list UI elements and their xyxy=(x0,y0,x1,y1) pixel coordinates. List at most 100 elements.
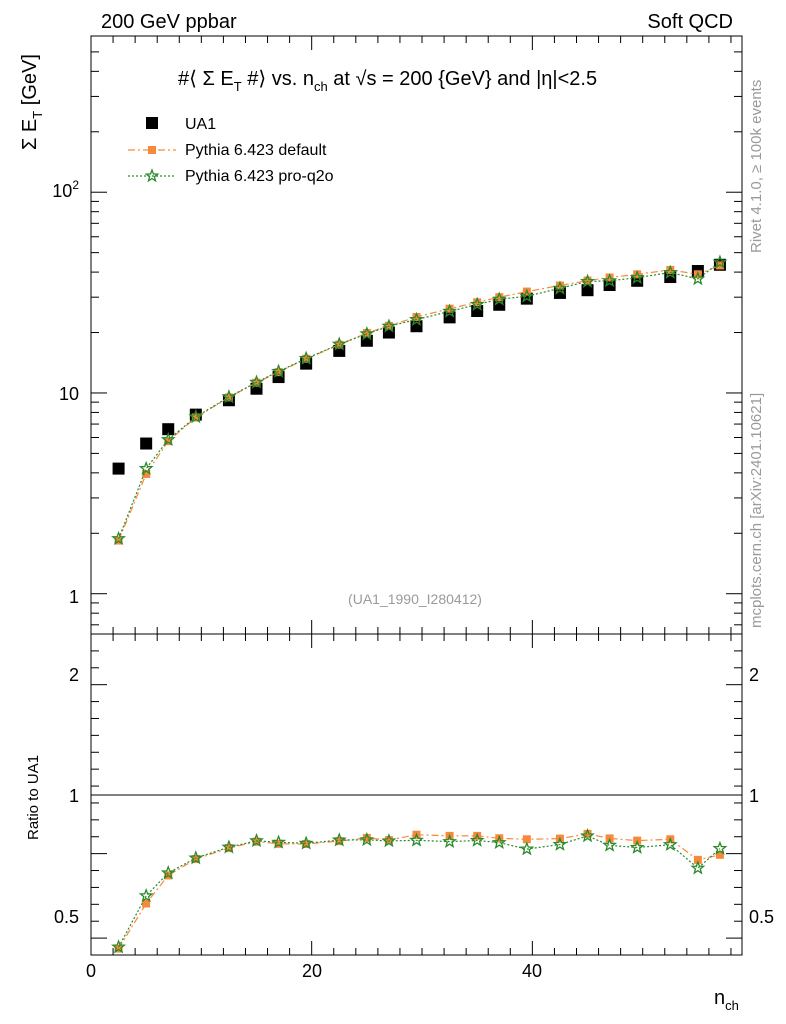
data-point-proq2o xyxy=(271,363,287,378)
data-point-default xyxy=(473,298,482,307)
data-point-default xyxy=(633,270,642,279)
data-point-proq2o xyxy=(160,431,176,447)
data-point-default xyxy=(495,293,504,302)
legend-marker-ua1 xyxy=(146,117,158,129)
data-point-default xyxy=(555,281,564,290)
data-point-default xyxy=(583,276,592,285)
x-axis-label: nch xyxy=(714,987,739,1013)
ratio-point-proq2o xyxy=(690,860,706,875)
ratio-point-default xyxy=(335,837,344,846)
series-line-ratio xyxy=(118,833,721,949)
ratio-point-proq2o xyxy=(249,832,264,848)
data-point-default xyxy=(191,413,200,422)
data-point-default xyxy=(362,328,371,337)
data-point-proq2o xyxy=(111,530,127,546)
data-point-proq2o xyxy=(221,389,237,404)
data-point-proq2o xyxy=(629,269,645,285)
data-point-ua1 xyxy=(112,462,125,475)
header-right: Soft QCD xyxy=(647,11,733,33)
ratio-point-default xyxy=(693,855,702,864)
ratio-tick-label-left-2: 2 xyxy=(69,665,79,685)
data-point-ua1 xyxy=(581,284,594,297)
ratio-point-proq2o xyxy=(271,834,287,849)
ratio-point-default xyxy=(384,836,393,845)
data-point-proq2o xyxy=(662,264,678,279)
data-point-proq2o xyxy=(188,409,204,424)
series-2 xyxy=(111,254,728,954)
data-point-proq2o xyxy=(298,350,314,365)
tick-labels: 1 10 102 0.5 1 2 0.5 1 2 0 20 40 xyxy=(52,178,774,981)
ratio-point-proq2o xyxy=(469,832,485,847)
legend-label-proq2o: Pythia 6.423 pro-q2o xyxy=(185,168,334,185)
ratio-point-proq2o xyxy=(662,836,678,852)
data-point-proq2o xyxy=(519,288,535,303)
ratio-point-proq2o xyxy=(519,841,535,856)
legend-label-ua1: UA1 xyxy=(185,116,216,133)
data-point-proq2o xyxy=(381,318,397,333)
chart-title: #⟨ Σ ET #⟩ vs. nch at √s = 200 {GeV} and… xyxy=(178,68,597,94)
ratio-tick-label-right-2: 2 xyxy=(749,665,759,685)
data-point-ua1 xyxy=(140,437,153,450)
side-text-top: Rivet 4.1.0, ≥ 100k events xyxy=(748,80,765,253)
ratio-point-proq2o xyxy=(188,850,204,865)
y-tick-label-100: 102 xyxy=(52,178,79,201)
ratio-point-proq2o xyxy=(409,832,424,847)
data-point-proq2o xyxy=(442,303,458,318)
ratio-point-proq2o xyxy=(712,840,728,855)
ratio-point-default xyxy=(142,899,151,908)
ratio-point-default xyxy=(224,844,233,853)
ratio-point-default xyxy=(302,840,311,849)
ratio-point-proq2o xyxy=(491,834,507,850)
axis-ticks xyxy=(90,35,742,956)
legend-label-default: Pythia 6.423 default xyxy=(185,142,327,159)
x-tick-label-0: 0 xyxy=(86,961,96,981)
data-point-proq2o xyxy=(712,254,728,269)
ratio-point-proq2o xyxy=(442,833,458,848)
ratio-tick-label-right-05: 0.5 xyxy=(749,907,774,927)
data-point-default xyxy=(412,313,421,322)
legend-marker-proq2o xyxy=(144,168,160,183)
y-tick-label-10: 10 xyxy=(59,384,79,404)
data-point-proq2o xyxy=(491,291,507,306)
y-axis-label: Σ ET [GeV] xyxy=(19,54,45,150)
ratio-y-axis-label: Ratio to UA1 xyxy=(25,755,42,840)
ratio-point-proq2o xyxy=(160,865,176,880)
data-point-proq2o xyxy=(331,336,347,351)
ratio-point-proq2o xyxy=(359,831,375,847)
data-point-proq2o xyxy=(469,296,485,311)
data-point-proq2o xyxy=(409,311,424,326)
ratio-point-proq2o xyxy=(629,839,645,854)
data-point-proq2o xyxy=(602,272,618,288)
ratio-point-proq2o xyxy=(552,836,568,851)
series-line-main xyxy=(118,264,721,541)
ratio-tick-label-right-1: 1 xyxy=(749,786,759,806)
data-point-default xyxy=(164,437,173,446)
ratio-point-proq2o xyxy=(298,835,314,850)
ratio-point-default xyxy=(274,839,283,848)
ratio-point-proq2o xyxy=(331,832,347,847)
series-0 xyxy=(112,258,726,475)
ratio-point-default xyxy=(715,850,724,859)
data-point-proq2o xyxy=(359,325,375,341)
data-point-default xyxy=(445,304,454,313)
ratio-point-default xyxy=(252,837,261,846)
data-point-default xyxy=(666,265,675,274)
legend-marker-default xyxy=(148,146,156,154)
ratio-point-proq2o xyxy=(602,837,618,852)
header-left: 200 GeV ppbar xyxy=(101,11,237,33)
ratio-point-default xyxy=(522,835,531,844)
ratio-point-default xyxy=(583,829,592,838)
data-point-default xyxy=(142,469,151,478)
data-point-proq2o xyxy=(138,460,154,475)
x-tick-label-40: 40 xyxy=(522,961,542,981)
series-line-main xyxy=(118,261,721,539)
data-point-proq2o xyxy=(552,280,568,295)
ratio-point-proq2o xyxy=(381,833,397,848)
ratio-point-default xyxy=(191,855,200,864)
ratio-point-proq2o xyxy=(111,939,127,954)
ratio-point-proq2o xyxy=(221,839,237,854)
ratio-point-proq2o xyxy=(138,888,154,903)
y-tick-label-1: 1 xyxy=(69,587,79,607)
legend: UA1 Pythia 6.423 default Pythia 6.423 pr… xyxy=(128,116,334,185)
